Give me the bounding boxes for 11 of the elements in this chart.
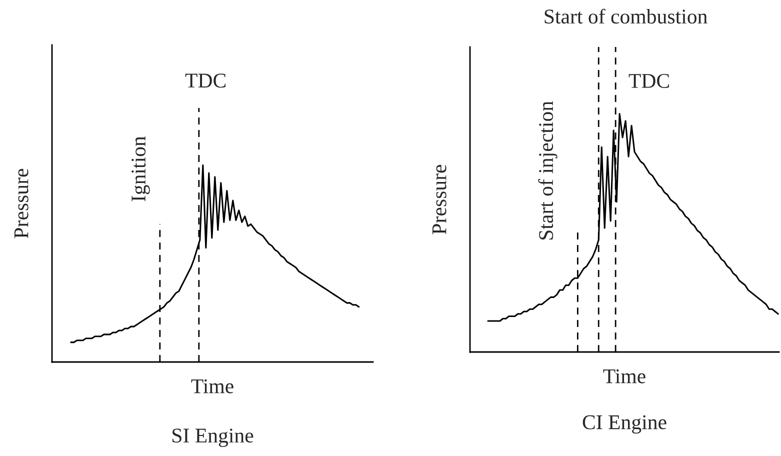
y-axis-title: Pressure [432, 164, 446, 234]
text: TDC [185, 74, 226, 88]
text: TDC [628, 74, 669, 88]
x-axis-title: Time [603, 369, 646, 384]
text: Start of combustion [544, 8, 708, 24]
annotation: Ignition [132, 136, 150, 202]
x-axis-title: Time [191, 379, 234, 394]
text: CI Engine [582, 415, 666, 434]
y-axis-title: Pressure [14, 168, 28, 238]
annotation: Start of injection [538, 101, 558, 240]
text: SI Engine [172, 428, 254, 447]
